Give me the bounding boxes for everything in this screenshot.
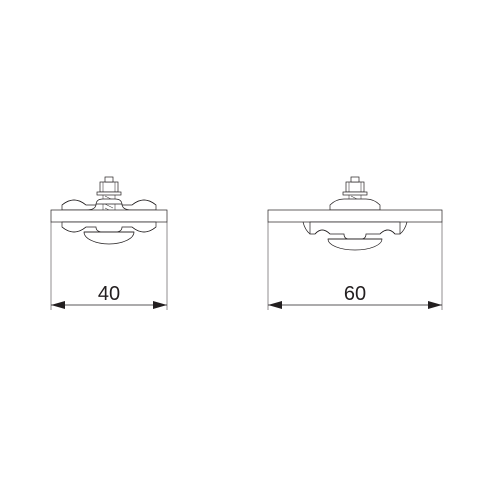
side-view-40: 40 <box>51 177 167 310</box>
side-view-60: 60 <box>268 177 442 310</box>
dimension-label-left: 40 <box>98 283 120 305</box>
dimension-label-right: 60 <box>344 283 366 305</box>
technical-drawing: 40 <box>0 0 500 500</box>
